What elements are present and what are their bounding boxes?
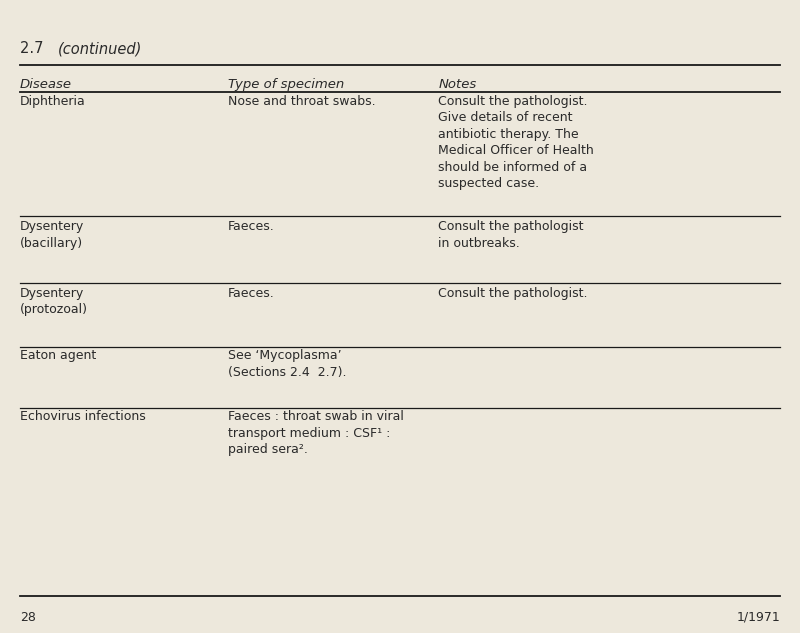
Text: See ‘Mycoplasma’
(Sections 2.4  2.7).: See ‘Mycoplasma’ (Sections 2.4 2.7). [228, 349, 346, 379]
Text: Eaton agent: Eaton agent [20, 349, 96, 363]
Text: (continued): (continued) [58, 41, 142, 56]
Text: Consult the pathologist.: Consult the pathologist. [438, 287, 588, 300]
Text: Dysentery
(bacillary): Dysentery (bacillary) [20, 220, 84, 250]
Text: Faeces : throat swab in viral
transport medium : CSF¹ :
paired sera².: Faeces : throat swab in viral transport … [228, 410, 404, 456]
Text: 28: 28 [20, 611, 36, 624]
Text: Faeces.: Faeces. [228, 287, 274, 300]
Text: Type of specimen: Type of specimen [228, 78, 344, 91]
Text: Consult the pathologist
in outbreaks.: Consult the pathologist in outbreaks. [438, 220, 584, 250]
Text: 2.7: 2.7 [20, 41, 53, 56]
Text: Diphtheria: Diphtheria [20, 95, 86, 108]
Text: 1/1971: 1/1971 [736, 611, 780, 624]
Text: Consult the pathologist.
Give details of recent
antibiotic therapy. The
Medical : Consult the pathologist. Give details of… [438, 95, 594, 191]
Text: Echovirus infections: Echovirus infections [20, 410, 146, 423]
Text: Disease: Disease [20, 78, 72, 91]
Text: Nose and throat swabs.: Nose and throat swabs. [228, 95, 376, 108]
Text: Faeces.: Faeces. [228, 220, 274, 234]
Text: Notes: Notes [438, 78, 477, 91]
Text: Dysentery
(protozoal): Dysentery (protozoal) [20, 287, 88, 316]
